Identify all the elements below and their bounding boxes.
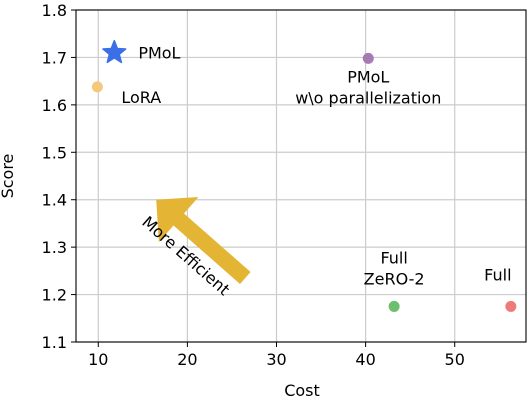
point-label: PMoL <box>347 67 389 86</box>
y-tick-label: 1.8 <box>42 1 67 20</box>
point-label: w\o parallelization <box>295 88 441 107</box>
efficiency-annotation: More Efficient <box>138 197 251 299</box>
point-circle <box>362 52 374 64</box>
data-points: PMoL LoRA PMoL w\o parallelization Full ZeRO-… <box>91 39 517 312</box>
point-label: ZeRO-2 <box>364 269 425 288</box>
x-tick-label: 20 <box>177 350 197 369</box>
x-tick-label: 30 <box>266 350 286 369</box>
y-tick-label: 1.4 <box>42 191 67 210</box>
efficiency-arrow <box>156 197 251 284</box>
point-label: PMoL <box>138 44 180 63</box>
y-tick-label: 1.5 <box>42 143 67 162</box>
y-tick-label: 1.1 <box>42 333 67 352</box>
plot-frame <box>75 9 527 343</box>
y-axis-title: Score <box>0 154 17 199</box>
axes: 10 20 30 40 50 1.1 1.2 1.3 1.4 1.5 1.6 1.7 1.8 <box>42 1 527 369</box>
x-tick-label: 10 <box>88 350 108 369</box>
point-circle <box>505 300 517 312</box>
y-tick-label: 1.2 <box>42 286 67 305</box>
x-tick-label: 40 <box>355 350 375 369</box>
point-star <box>102 39 127 64</box>
point-circle <box>91 81 103 93</box>
point-circle <box>388 300 400 312</box>
y-tick-label: 1.6 <box>42 96 67 115</box>
point-label: Full <box>380 248 407 267</box>
y-tick-label: 1.7 <box>42 48 67 67</box>
x-axis-title: Cost <box>284 381 320 400</box>
x-tick-label: 50 <box>445 350 465 369</box>
point-label: Full <box>484 265 511 284</box>
point-label: LoRA <box>121 88 161 107</box>
y-tick-label: 1.3 <box>42 238 67 257</box>
